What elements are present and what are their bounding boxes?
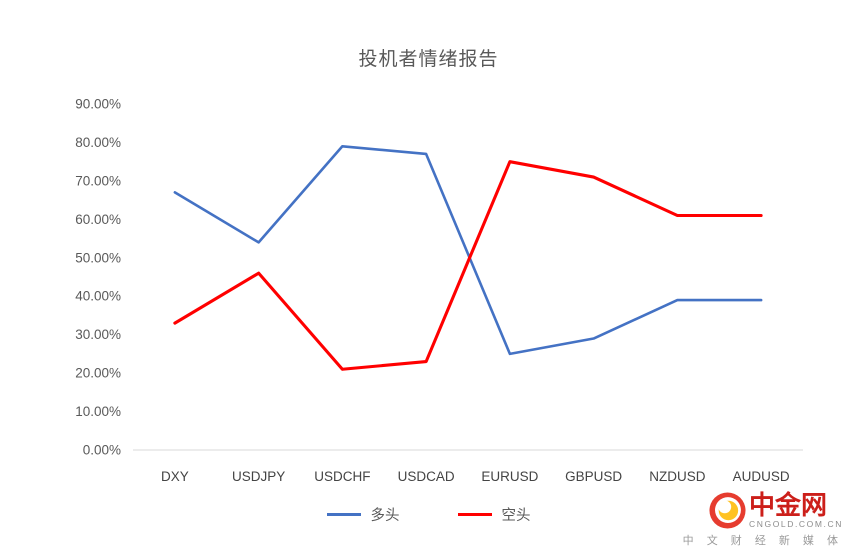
x-category-label: GBPUSD [565, 469, 622, 484]
legend-item-long: 多头 [326, 504, 400, 525]
y-tick-label: 10.00% [75, 404, 121, 419]
x-category-label: USDCAD [398, 469, 455, 484]
y-tick-label: 0.00% [83, 443, 121, 458]
legend-item-short: 空头 [457, 504, 531, 525]
x-category-label: DXY [161, 469, 189, 484]
chart-title: 投机者情绪报告 [358, 49, 499, 70]
y-tick-label: 90.00% [75, 97, 121, 112]
series-line-1 [173, 160, 763, 371]
y-tick-label: 30.00% [75, 327, 121, 342]
y-tick-label: 40.00% [75, 289, 121, 304]
cngold-flame-icon [709, 492, 746, 529]
series-line-0 [173, 144, 763, 356]
legend-marker-short-line [457, 512, 492, 517]
y-tick-label: 70.00% [75, 173, 121, 188]
y-tick-label: 20.00% [75, 366, 121, 381]
brand-tagline: 中 文 财 经 新 媒 体 [682, 535, 843, 547]
y-tick-label: 50.00% [75, 250, 121, 265]
x-category-label: USDCHF [314, 469, 370, 484]
y-tick-label: 60.00% [75, 212, 121, 227]
x-category-label: EURUSD [481, 469, 538, 484]
brand-name: 中金网 [749, 490, 828, 520]
legend-label-short: 空头 [501, 508, 531, 524]
brand-domain: CNGOLD.COM.CN [749, 519, 843, 529]
x-category-label: AUDUSD [733, 469, 790, 484]
chart-legend: 多头 空头 [0, 504, 857, 525]
legend-marker-long-line [326, 513, 361, 516]
x-category-label: NZDUSD [649, 469, 705, 484]
logo-text-block: 中金网 CNGOLD.COM.CN [749, 492, 843, 529]
logo-row: 中金网 CNGOLD.COM.CN [709, 492, 843, 529]
legend-label-long: 多头 [370, 508, 400, 524]
y-tick-label: 80.00% [75, 135, 121, 150]
cngold-watermark: 中金网 CNGOLD.COM.CN 中 文 财 经 新 媒 体 [683, 492, 843, 548]
x-category-label: USDJPY [232, 469, 285, 484]
